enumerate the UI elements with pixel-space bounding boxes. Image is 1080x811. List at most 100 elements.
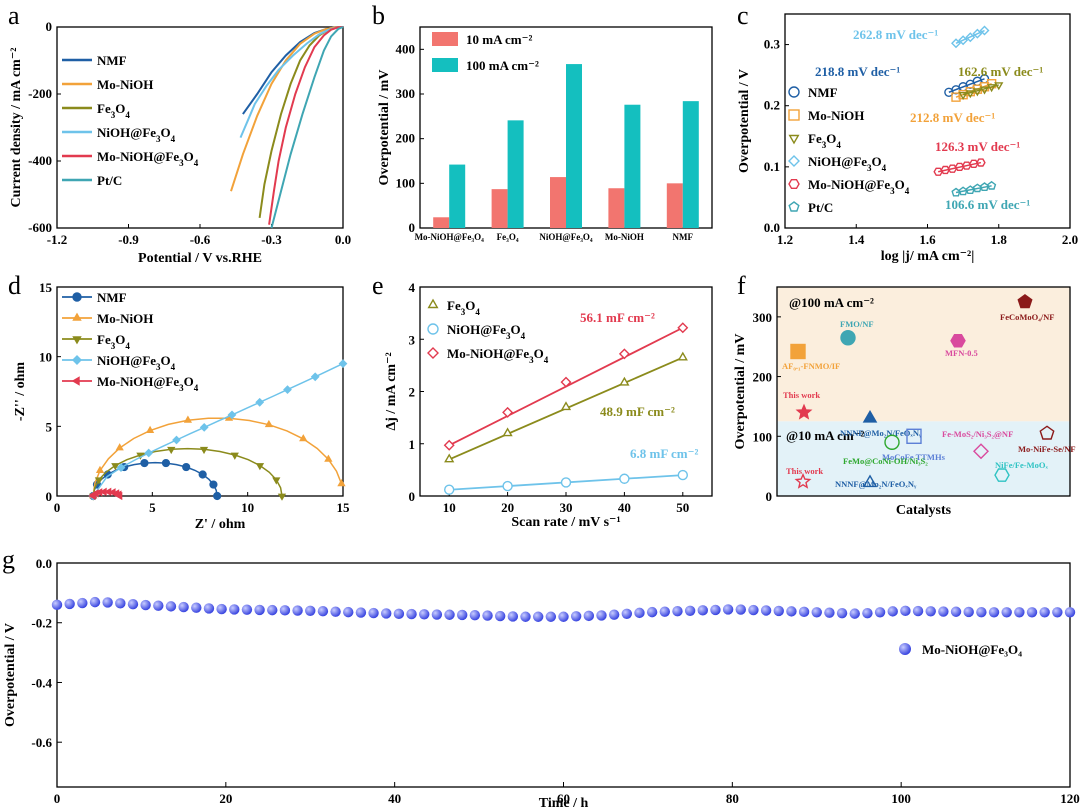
data-point-c (976, 158, 986, 167)
data-point-e (560, 376, 572, 388)
data-point-g (127, 599, 139, 610)
data-point-g (874, 607, 886, 618)
data-point-e (619, 473, 630, 484)
x-axis-label-c: log |j/ mA cm⁻²| (881, 249, 975, 264)
point-label-f: Fe-MoS₂/Ni₃S₂@NF (942, 429, 1013, 439)
data-point-c (968, 159, 979, 169)
legend-label-c: Mo-NiOH (808, 108, 864, 123)
y-tick-label-e: 2 (409, 385, 416, 400)
data-point-g (393, 608, 405, 620)
data-point-g (279, 605, 291, 616)
fit-line-c (938, 161, 982, 173)
legend-marker-d (72, 312, 82, 321)
legend-marker-d (72, 355, 82, 365)
data-point-g (317, 606, 329, 617)
point-label-f: MFN-0.5 (945, 348, 978, 358)
data-point-g (950, 606, 962, 617)
x-tick-label-g: 60 (557, 791, 570, 806)
data-point-e (677, 322, 689, 334)
data-point-d (227, 410, 237, 420)
annotation-e: 6.8 mF cm⁻² (630, 446, 698, 461)
data-point-g (811, 607, 822, 618)
data-point-d (209, 480, 218, 489)
data-point-f (1017, 294, 1033, 309)
x-tick-label-e: 50 (676, 500, 689, 515)
data-point-g (545, 611, 557, 622)
y-tick-label-e: 1 (409, 437, 416, 452)
chart-g: 0 20 40 60 80 100 120 0.0 -0.2 -0.4 -0.6 Mo-NiOH@Fe… (3, 556, 1080, 811)
data-point-g (659, 606, 670, 617)
annotation-c: 212.8 mV dec⁻¹ (910, 110, 995, 125)
data-point-g (634, 607, 645, 619)
data-point-e (502, 406, 514, 418)
y-tick-label-a: -400 (28, 153, 52, 168)
panel-label-d: d (8, 271, 21, 300)
data-point-f (973, 443, 989, 460)
legend-marker-e (427, 298, 439, 309)
data-point-g (1001, 607, 1012, 618)
point-label-f: FeCoMoO₄/NF (1000, 312, 1054, 322)
y-axis-label-b: Overpotential / mV (377, 70, 392, 186)
data-point-d (213, 491, 222, 501)
series-line-d (92, 417, 343, 497)
data-point-d (94, 477, 104, 485)
data-point-c (986, 84, 997, 93)
x-tick-label-d: 0 (54, 500, 61, 515)
x-tick-label-g: 80 (726, 791, 739, 806)
data-point-g (330, 606, 341, 617)
data-point-d (167, 446, 176, 455)
x-tick-label-g: 100 (891, 791, 911, 806)
data-point-c (933, 167, 944, 176)
data-point-g (457, 609, 468, 621)
x-tick-label-g: 40 (388, 791, 401, 806)
data-point-g (925, 606, 936, 617)
data-point-g (368, 607, 379, 619)
legend-label-d: Mo-NiOH@Fe3O4 (97, 374, 199, 393)
chart-e: 10 20 30 40 50 0 1 2 3 4 Fe3O4 NiOH@Fe3O4 Mo-NiOH@Fe… (384, 280, 713, 530)
data-point-g (748, 604, 759, 616)
data-point-g (887, 606, 898, 617)
data-point-e (560, 401, 572, 411)
data-point-d (115, 491, 123, 501)
data-point-c (951, 38, 961, 49)
legend-swatch-b (432, 58, 458, 72)
bar-b-1 (682, 101, 699, 228)
data-point-f (950, 334, 966, 348)
data-point-g (64, 598, 75, 610)
y-tick-label-g: -0.4 (31, 675, 52, 690)
data-point-e (443, 439, 455, 451)
data-point-d (140, 458, 149, 468)
x-axis-label-d: Z' / ohm (195, 517, 246, 532)
panel-label-e: e (372, 271, 384, 300)
data-point-g (710, 604, 721, 616)
data-point-e (444, 484, 455, 495)
data-point-c (947, 164, 958, 173)
data-point-g (988, 607, 1000, 618)
data-point-g (469, 609, 481, 621)
data-point-d (183, 415, 193, 423)
data-point-c (994, 82, 1004, 91)
data-point-f (790, 343, 806, 360)
chart-c: 1.2 1.4 1.6 1.8 2.0 0.0 0.1 0.2 0.3 NMF Mo-NiOH Fe3… (737, 13, 1078, 264)
x-tick-label-b: Fe₃O₄ (497, 232, 519, 242)
legend-label-c: NMF (808, 85, 838, 100)
data-point-f (906, 428, 922, 444)
data-point-d (310, 372, 320, 382)
bar-b-1 (624, 104, 641, 228)
data-point-g (254, 604, 265, 616)
legend-label-c: NiOH@Fe3O4 (808, 154, 887, 173)
x-tick-label-b: NMF (673, 232, 694, 242)
y-tick-label-f: 0 (766, 489, 773, 504)
x-tick-label-a: -0.9 (118, 232, 139, 247)
data-point-d (255, 463, 265, 471)
data-point-c (965, 90, 975, 99)
panel-label-f: f (737, 271, 746, 300)
data-point-g (735, 604, 746, 615)
legend-label-c: Mo-NiOH@Fe3O4 (808, 177, 910, 196)
data-point-g (570, 611, 582, 622)
y-axis-label-e: Δj / mA cm⁻² (384, 352, 399, 430)
data-point-g (773, 605, 784, 617)
data-point-g (938, 606, 949, 617)
x-tick-label-a: 0.0 (335, 232, 351, 247)
